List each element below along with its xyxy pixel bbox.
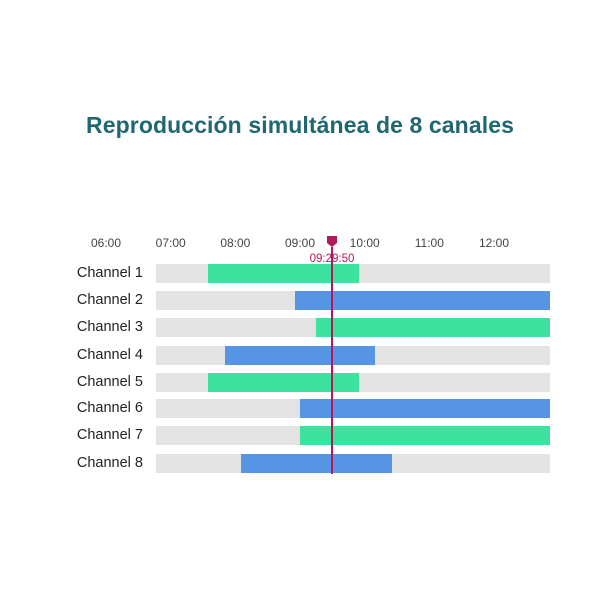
playhead-time: 09:29:50	[309, 253, 355, 265]
recording-segment[interactable]	[240, 454, 392, 473]
hour-label: 09:00	[284, 236, 316, 250]
channel-label: Channel 2	[76, 292, 143, 308]
hour-label: 07:00	[155, 236, 186, 250]
page-title: Reproducción simultánea de 8 canales	[86, 112, 514, 138]
channel-label: Channel 1	[76, 265, 143, 281]
playhead-line[interactable]	[331, 247, 333, 474]
channel-label: Channel 3	[76, 319, 143, 335]
recording-segment[interactable]	[294, 291, 550, 310]
recording-segment[interactable]	[208, 264, 360, 283]
hour-label: 10:00	[349, 236, 380, 250]
hour-label: 08:00	[220, 236, 251, 250]
recording-segment[interactable]	[300, 426, 550, 445]
channel-label: Channel 6	[76, 400, 143, 416]
recording-segment[interactable]	[316, 318, 550, 337]
hour-label: 06:00	[90, 236, 122, 250]
hour-label: 11:00	[414, 236, 444, 250]
channel-label: Channel 8	[76, 455, 143, 471]
recording-segment[interactable]	[224, 346, 376, 365]
channel-label: Channel 4	[76, 347, 143, 363]
hour-label: 12:00	[479, 236, 510, 250]
playhead-marker-icon[interactable]	[327, 236, 337, 247]
recording-segment[interactable]	[300, 399, 550, 418]
channel-label: Channel 5	[76, 374, 143, 390]
channel-label: Channel 7	[76, 427, 143, 443]
recording-segment[interactable]	[208, 373, 360, 392]
